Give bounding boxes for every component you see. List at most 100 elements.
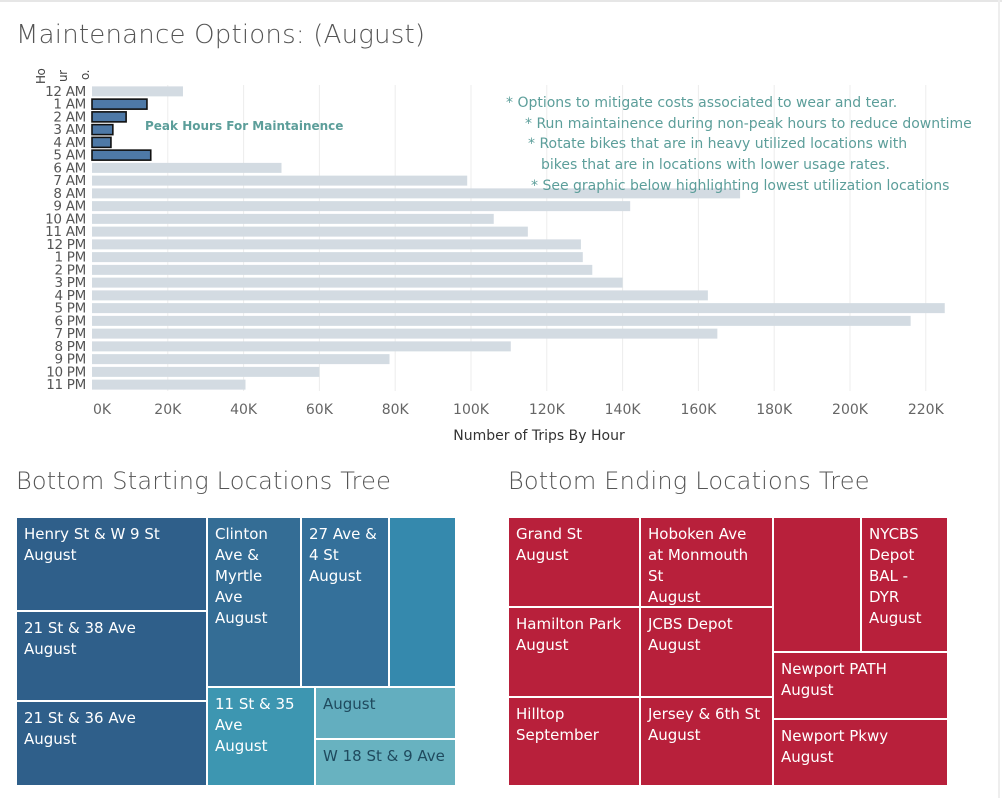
y-tick-label: 5 PM	[55, 301, 86, 317]
top-border	[0, 0, 1002, 2]
highlighted-bar	[91, 149, 152, 161]
highlighted-bar	[91, 123, 114, 136]
bar	[92, 213, 494, 224]
tile-month: August	[781, 681, 834, 699]
bar	[92, 86, 183, 97]
start-tile[interactable]: 21 St & 36 Ave August	[16, 701, 207, 786]
y-tick-label: 12 PM	[46, 237, 86, 253]
dashboard-title: Maintenance Options: (August)	[16, 20, 426, 50]
y-tick-label: 1 AM	[53, 97, 86, 113]
start-tile[interactable]: Henry St & W 9 St August	[16, 517, 207, 611]
bar	[92, 252, 583, 263]
tile-location: Clinton Ave & Myrtle Ave	[215, 525, 268, 606]
end-tile[interactable]: Grand St August	[508, 517, 640, 607]
x-tick-label: 80K	[382, 402, 410, 418]
end-tile[interactable]: NYCBS Depot BAL - DYR August	[861, 517, 948, 652]
tile-location: Hoboken Ave at Monmouth St	[648, 525, 749, 585]
tile-location: NYCBS Depot BAL - DYR	[869, 525, 919, 606]
tile-month: August	[215, 609, 268, 627]
x-tick-label: 120K	[529, 402, 566, 418]
tile-month: August	[648, 588, 701, 606]
x-tick-label: 220K	[908, 402, 945, 418]
tile-month: August	[323, 695, 376, 713]
start-tile[interactable]	[389, 517, 456, 687]
tile-month: August	[24, 640, 77, 658]
end-tile[interactable]	[773, 517, 861, 652]
bar	[92, 277, 623, 288]
right-border	[998, 0, 1000, 798]
y-tick-label: 11 PM	[46, 377, 86, 393]
start-tree-title: Bottom Starting Locations Tree	[16, 467, 392, 495]
end-tile[interactable]: Hoboken Ave at Monmouth St August	[640, 517, 773, 607]
y-tick-label: 11 AM	[45, 224, 86, 240]
tile-location: Henry St & W 9 St	[24, 525, 160, 543]
bar	[92, 162, 282, 173]
end-tile[interactable]: Jersey & 6th St August	[640, 697, 773, 786]
y-tick-label: 9 PM	[55, 352, 86, 368]
y-tick-label: 8 PM	[55, 339, 86, 355]
bar	[92, 175, 468, 186]
x-tick-label: 20K	[154, 402, 182, 418]
tile-month: August	[24, 730, 77, 748]
end-tile[interactable]: Hilltop September	[508, 697, 640, 786]
start-tile[interactable]: Clinton Ave & Myrtle Ave August	[207, 517, 301, 687]
highlighted-bar	[91, 136, 112, 149]
start-tile[interactable]: 27 Ave & 4 St August	[301, 517, 389, 687]
x-tick-label: 160K	[680, 402, 717, 418]
start-tile[interactable]: W 18 St & 9 Ave	[315, 739, 456, 786]
x-tick-label: 180K	[756, 402, 793, 418]
y-tick-label: 4 AM	[53, 135, 86, 151]
end-tile[interactable]: Newport Pkwy August	[773, 719, 948, 786]
y-tick-label: 1 PM	[55, 250, 86, 266]
tile-month: August	[516, 636, 569, 654]
tile-location: Newport PATH	[781, 660, 887, 678]
y-tick-label: 8 AM	[53, 186, 86, 202]
end-tile[interactable]: JCBS Depot August	[640, 607, 773, 697]
end-tile[interactable]: Newport PATH August	[773, 652, 948, 719]
y-tick-label: 4 PM	[55, 288, 86, 304]
tile-location: Hamilton Park	[516, 615, 622, 633]
bar	[92, 188, 741, 199]
start-tile[interactable]: 21 St & 38 Ave August	[16, 611, 207, 701]
x-tick-label: 60K	[306, 402, 334, 418]
note-line-2: * Run maintainence during non-peak hours…	[525, 116, 972, 132]
tile-location: Newport Pkwy	[781, 727, 889, 745]
note-line-4: bikes that are in locations with lower u…	[541, 157, 890, 173]
bar	[92, 201, 631, 212]
tile-location: Jersey & 6th St	[648, 705, 761, 723]
start-tile[interactable]: 11 St & 35 Ave August	[207, 687, 315, 786]
y-tick-label: 3 AM	[53, 122, 86, 138]
bar	[92, 379, 246, 390]
peak-hours-label: Peak Hours For Maintainence	[145, 119, 344, 133]
tile-location: 27 Ave & 4 St	[309, 525, 377, 564]
tile-location: JCBS Depot	[648, 615, 733, 633]
note-line-5: * See graphic below highlighting lowest …	[531, 178, 950, 194]
y-tick-label: 7 AM	[53, 173, 86, 189]
x-tick-label: 140K	[605, 402, 642, 418]
x-tick-label: 40K	[230, 402, 258, 418]
end-tree-title: Bottom Ending Locations Tree	[508, 467, 870, 495]
y-tick-label: 10 AM	[45, 211, 86, 227]
tile-month: August	[869, 609, 922, 627]
bar	[92, 264, 593, 275]
tile-month: August	[309, 567, 362, 585]
x-axis-label: Number of Trips By Hour	[453, 428, 625, 444]
tile-location: 21 St & 36 Ave	[24, 709, 136, 727]
highlighted-bar	[91, 111, 127, 123]
end-tile[interactable]: Hamilton Park August	[508, 607, 640, 697]
start-tile[interactable]: August	[315, 687, 456, 739]
bar	[92, 341, 511, 352]
trips-by-hour-chart: 0K 20K 40K 60K 80K 100K 120K 140K 160K 180K 200K 22…	[45, 84, 945, 418]
note-line-1: * Options to mitigate costs associated t…	[506, 95, 898, 111]
tile-month: August	[648, 636, 701, 654]
tile-month: September	[516, 726, 599, 744]
note-line-3: * Rotate bikes that are in heavy utilize…	[528, 136, 908, 152]
tile-location: W 18 St & 9 Ave	[323, 747, 445, 765]
y-tick-label: 7 PM	[55, 326, 86, 342]
bar	[92, 226, 528, 237]
bar	[92, 328, 718, 339]
x-tick-label: 100K	[453, 402, 490, 418]
tile-month: August	[781, 748, 834, 766]
y-tick-label: 2 PM	[55, 262, 86, 278]
x-tick-label: 0K	[93, 402, 112, 418]
